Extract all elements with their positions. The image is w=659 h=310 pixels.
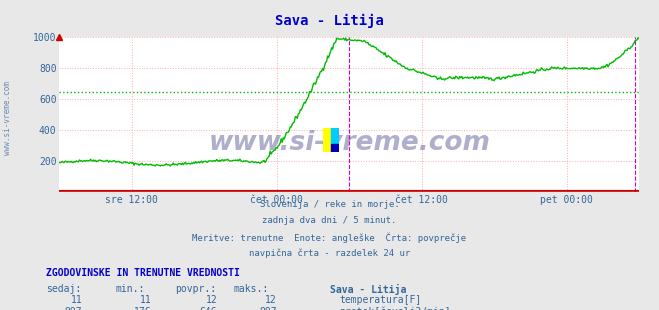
Text: povpr.:: povpr.: [175, 284, 215, 294]
Text: www.si-vreme.com: www.si-vreme.com [208, 130, 490, 156]
Text: 646: 646 [200, 307, 217, 310]
Text: sedaj:: sedaj: [46, 284, 81, 294]
Text: min.:: min.: [115, 284, 145, 294]
Text: www.si-vreme.com: www.si-vreme.com [3, 81, 13, 155]
Text: Slovenija / reke in morje.: Slovenija / reke in morje. [260, 200, 399, 209]
Text: Sava - Litija: Sava - Litija [330, 284, 406, 295]
Text: 176: 176 [134, 307, 152, 310]
Text: 997: 997 [259, 307, 277, 310]
Text: 11: 11 [71, 295, 82, 305]
Text: temperatura[F]: temperatura[F] [339, 295, 422, 305]
Text: Sava - Litija: Sava - Litija [275, 14, 384, 28]
Text: navpična črta - razdelek 24 ur: navpična črta - razdelek 24 ur [249, 248, 410, 258]
Text: 997: 997 [65, 307, 82, 310]
Text: 12: 12 [206, 295, 217, 305]
Text: zadnja dva dni / 5 minut.: zadnja dva dni / 5 minut. [262, 216, 397, 225]
Text: 12: 12 [265, 295, 277, 305]
Text: 11: 11 [140, 295, 152, 305]
Text: ZGODOVINSKE IN TRENUTNE VREDNOSTI: ZGODOVINSKE IN TRENUTNE VREDNOSTI [46, 268, 240, 278]
Text: Meritve: trenutne  Enote: angleške  Črta: povprečje: Meritve: trenutne Enote: angleške Črta: … [192, 232, 467, 243]
Text: pretok[čevelj3/min]: pretok[čevelj3/min] [339, 307, 451, 310]
Text: maks.:: maks.: [234, 284, 269, 294]
